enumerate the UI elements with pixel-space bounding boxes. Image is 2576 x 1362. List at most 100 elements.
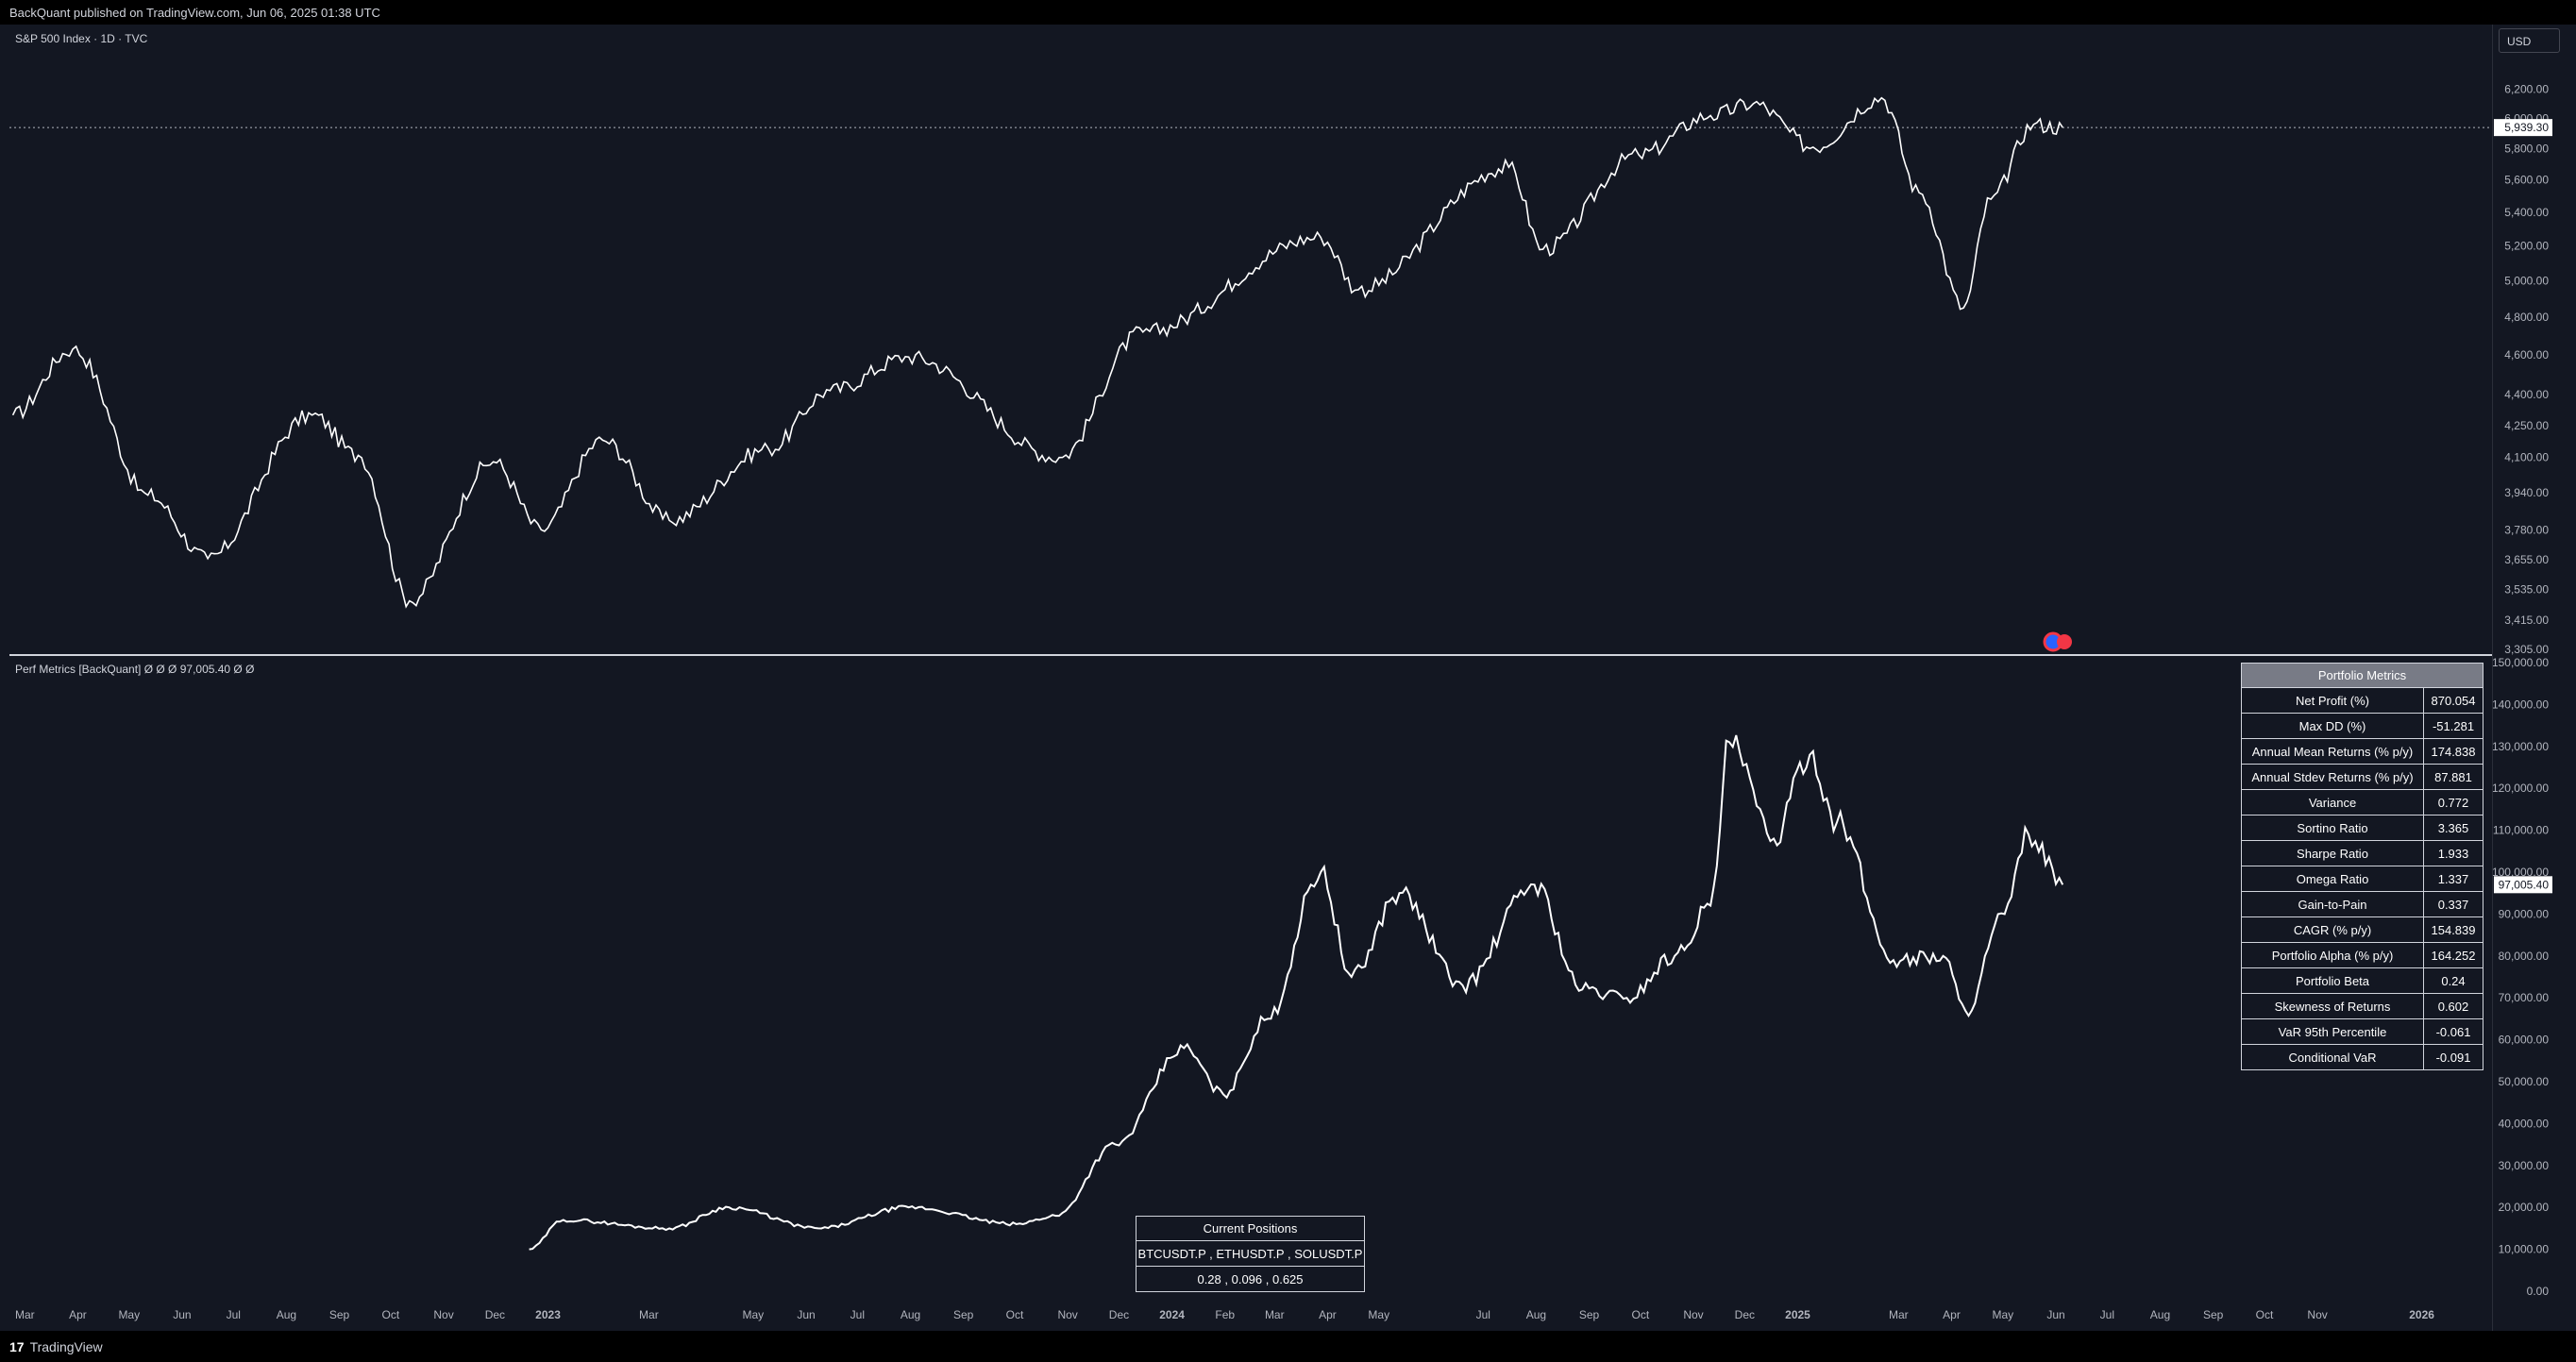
metric-label: Variance [2241,789,2424,816]
metric-value: 1.337 [2423,866,2483,892]
time-axis-tick: Apr [1319,1308,1337,1321]
metric-value: 1.933 [2423,840,2483,866]
time-axis-tick: Jun [2046,1308,2064,1321]
tradingview-footer: 17 TradingView [0,1331,2576,1362]
perf-axis-tick: 80,000.00 [2499,950,2550,963]
metrics-row: Skewness of Returns 0.602 [2241,993,2483,1019]
time-axis-tick: Jul [850,1308,865,1321]
metrics-row: Max DD (%) -51.281 [2241,713,2483,739]
time-axis-tick: Oct [1006,1308,1024,1321]
perf-axis-tick: 90,000.00 [2499,907,2550,920]
metrics-row: Omega Ratio 1.337 [2241,866,2483,892]
price-axis-tick: 5,400.00 [2504,206,2549,219]
metrics-row: Annual Stdev Returns (% p/y) 87.881 [2241,764,2483,790]
price-axis-tick: 3,940.00 [2504,486,2549,499]
time-axis-tick: May [118,1308,140,1321]
perf-axis-tick: 130,000.00 [2492,740,2549,753]
metrics-row: CAGR (% p/y) 154.839 [2241,916,2483,943]
perf-axis-tick: 40,000.00 [2499,1117,2550,1130]
price-pane-title: S&P 500 Index · 1D · TVC [15,32,148,45]
time-axis-tick: Jul [1476,1308,1490,1321]
time-axis-tick: Aug [1526,1308,1546,1321]
metrics-row: Portfolio Alpha (% p/y) 164.252 [2241,942,2483,968]
time-axis-tick: Aug [901,1308,920,1321]
chart-area[interactable] [0,25,2576,1331]
last-perf-label-bg [2494,876,2552,894]
price-axis-tick: 3,535.00 [2504,583,2549,597]
time-axis-tick: Aug [2150,1308,2170,1321]
time-axis-tick: Dec [485,1308,505,1321]
price-axis-tick: 3,780.00 [2504,523,2549,536]
metrics-row: VaR 95th Percentile -0.061 [2241,1018,2483,1045]
time-axis-tick: Jun [173,1308,191,1321]
pane-divider[interactable] [9,654,2492,656]
price-axis-tick: 3,655.00 [2504,553,2549,566]
time-axis-tick: Feb [1215,1308,1235,1321]
metric-label: Conditional VaR [2241,1044,2424,1070]
publish-info: BackQuant published on TradingView.com, … [9,6,380,20]
metrics-row: Conditional VaR -0.091 [2241,1044,2483,1070]
metric-label: Net Profit (%) [2241,687,2424,714]
time-axis-tick: Sep [329,1308,350,1321]
time-axis-tick: Nov [433,1308,453,1321]
time-axis-tick: Mar [639,1308,659,1321]
metrics-row: Net Profit (%) 870.054 [2241,687,2483,714]
metric-value: 0.602 [2423,993,2483,1019]
perf-axis-tick: 100,000.00 [2492,866,2549,879]
metrics-row: Variance 0.772 [2241,789,2483,816]
perf-axis-tick: 20,000.00 [2499,1201,2550,1214]
metric-value: 3.365 [2423,815,2483,841]
metric-value: 0.24 [2423,967,2483,994]
price-axis-tick: 5,800.00 [2504,142,2549,155]
time-axis-tick: Mar [15,1308,35,1321]
time-axis-tick: 2023 [535,1308,561,1321]
tv-logo-icon: 17 [9,1339,25,1354]
perf-axis-tick: 30,000.00 [2499,1159,2550,1172]
time-axis-tick: Dec [1735,1308,1755,1321]
metric-value: 870.054 [2423,687,2483,714]
metric-value: -0.091 [2423,1044,2483,1070]
price-axis-tick: 3,305.00 [2504,643,2549,656]
metric-label: Portfolio Alpha (% p/y) [2241,942,2424,968]
currency-selector[interactable]: USD [2499,28,2560,53]
metric-value: 174.838 [2423,738,2483,765]
last-price-label-bg [2494,119,2552,137]
metrics-row: Portfolio Beta 0.24 [2241,967,2483,994]
price-axis-tick: 5,000.00 [2504,274,2549,287]
price-axis-tick: 6,200.00 [2504,83,2549,96]
time-axis-tick: Jul [227,1308,241,1321]
positions-weights: 0.28 , 0.096 , 0.625 [1136,1266,1365,1292]
metric-label: Annual Stdev Returns (% p/y) [2241,764,2424,790]
metrics-row: Annual Mean Returns (% p/y) 174.838 [2241,738,2483,765]
metric-label: Max DD (%) [2241,713,2424,739]
metrics-row: Gain-to-Pain 0.337 [2241,891,2483,917]
perf-axis-tick: 60,000.00 [2499,1034,2550,1047]
sp500-price-series [11,96,2063,609]
metric-value: 0.772 [2423,789,2483,816]
metric-label: Omega Ratio [2241,866,2424,892]
metric-value: 154.839 [2423,916,2483,943]
metrics-row: Sortino Ratio 3.365 [2241,815,2483,841]
metric-label: Skewness of Returns [2241,993,2424,1019]
time-axis-tick: Oct [382,1308,400,1321]
time-axis-tick: 2026 [2409,1308,2434,1321]
time-axis-tick: Aug [277,1308,296,1321]
time-axis-tick: Apr [69,1308,87,1321]
metric-label: Sortino Ratio [2241,815,2424,841]
time-axis-tick: 2024 [1159,1308,1185,1321]
equity-curve-series [529,734,2064,1251]
time-axis-tick: May [1368,1308,1389,1321]
metric-label: Annual Mean Returns (% p/y) [2241,738,2424,765]
perf-axis-tick: 110,000.00 [2493,824,2549,837]
price-axis-tick: 4,600.00 [2504,348,2549,362]
current-positions-table: Current Positions BTCUSDT.P , ETHUSDT.P … [1136,1216,1365,1292]
current-positions-header: Current Positions [1136,1216,1365,1241]
metric-value: 87.881 [2423,764,2483,790]
tradingview-brand[interactable]: 17 TradingView [9,1339,103,1354]
event-marker-icon [2057,634,2072,649]
price-axis-tick: 4,100.00 [2504,451,2549,464]
time-axis-tick: 2025 [1785,1308,1810,1321]
metric-value: 0.337 [2423,891,2483,917]
time-axis-tick: Nov [1683,1308,1703,1321]
